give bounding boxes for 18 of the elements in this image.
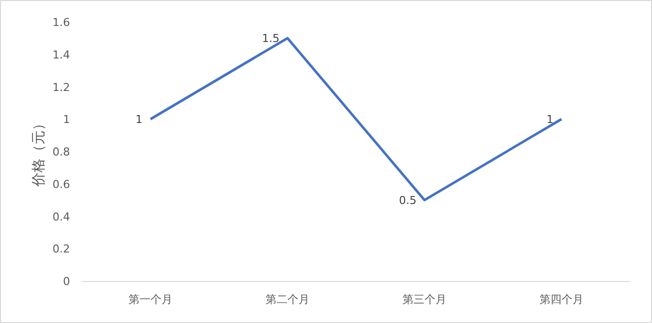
y-tick-label: 1.6 — [52, 16, 70, 29]
y-tick-label: 1.2 — [52, 80, 70, 94]
data-label: 1 — [136, 113, 142, 126]
y-tick-label: 0.4 — [52, 210, 70, 224]
y-tick-label: 1 — [63, 113, 70, 126]
x-tick-label: 第四个月 — [540, 293, 584, 306]
data-label: 1 — [546, 113, 554, 126]
x-tick-label: 第三个月 — [402, 293, 446, 306]
y-axis-title: 价格（元） — [31, 116, 47, 188]
y-tick-label: 0.6 — [52, 178, 70, 191]
y-tick-label: 0.8 — [52, 146, 70, 158]
x-tick-label: 第二个月 — [266, 293, 310, 306]
y-tick-label: 0.2 — [52, 242, 70, 256]
data-label: 1.5 — [262, 32, 280, 46]
y-tick-label: 1.4 — [52, 48, 70, 62]
x-tick-label: 第一个月 — [128, 293, 172, 306]
y-tick-label: 0 — [63, 275, 70, 288]
data-label: 0.5 — [399, 194, 416, 208]
